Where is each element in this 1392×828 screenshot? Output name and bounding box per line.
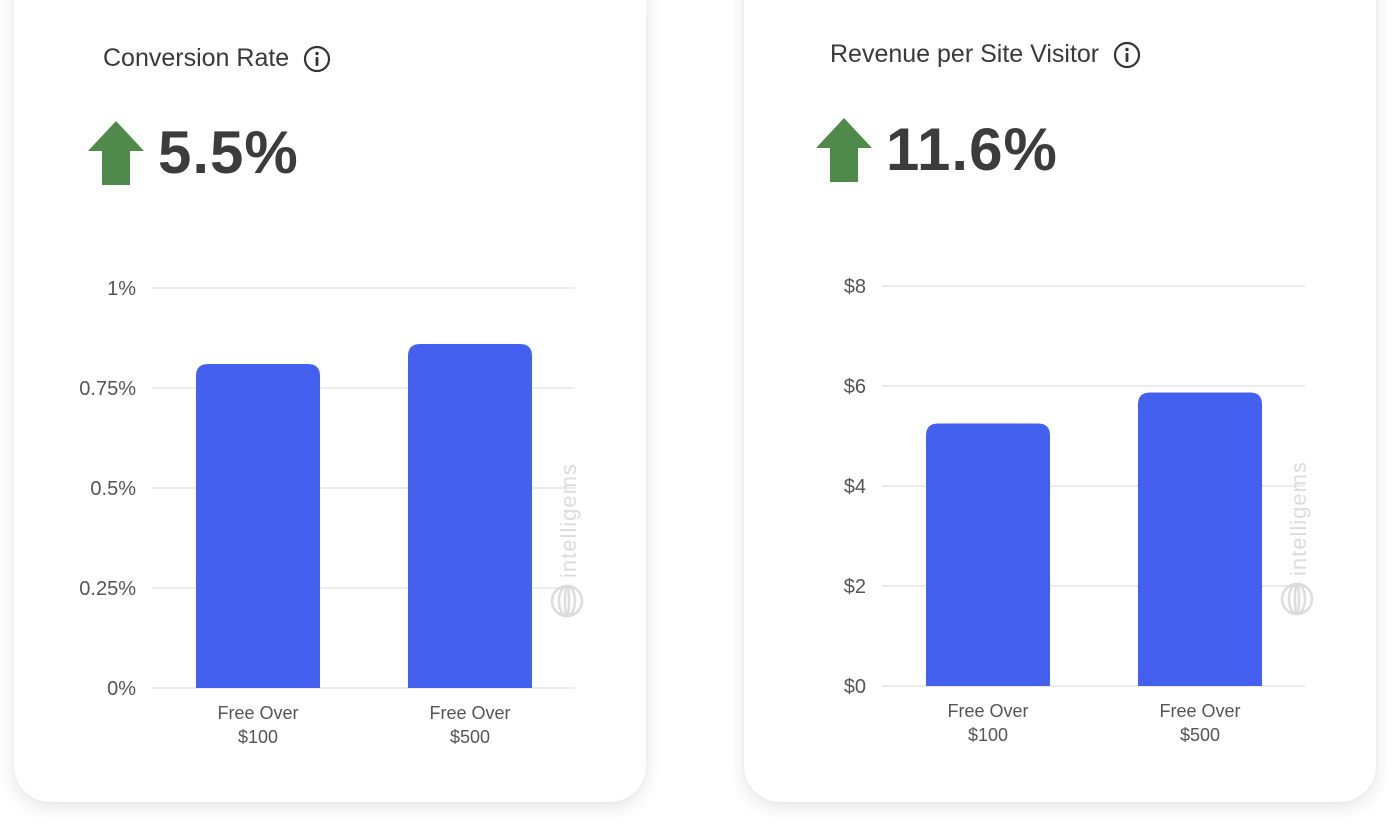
metric-change: 5.5% [88, 118, 299, 187]
watermark-text: intelligems [1286, 461, 1311, 576]
watermark-logo-icon [1280, 582, 1314, 616]
y-tick-label: 0.25% [79, 578, 136, 600]
y-tick-label: 0.75% [79, 378, 136, 400]
x-category-label: $500 [450, 727, 490, 747]
info-icon[interactable] [303, 45, 331, 73]
y-tick-label: 0.5% [90, 478, 136, 500]
watermark-logo-icon [550, 584, 584, 618]
x-category-label: Free Over [1159, 701, 1240, 721]
y-tick-label: 1% [107, 278, 136, 300]
x-category-label: Free Over [217, 703, 298, 723]
y-tick-label: $8 [844, 276, 866, 298]
x-category-label: Free Over [947, 701, 1028, 721]
watermark-text: intelligems [556, 463, 581, 578]
metric-title-text: Revenue per Site Visitor [830, 40, 1100, 68]
bar[interactable] [196, 364, 320, 688]
info-icon[interactable] [1113, 41, 1141, 69]
x-category-label: $100 [968, 725, 1008, 745]
bar[interactable] [408, 344, 532, 688]
x-category-label: Free Over [429, 703, 510, 723]
bar[interactable] [1138, 392, 1262, 687]
change-value: 5.5% [158, 119, 299, 186]
metric-change: 11.6% [816, 115, 1058, 184]
up-arrow-icon [88, 120, 144, 185]
conversion-rate-chart: 0% 0.25% 0.5% 0.75% 1% intelligems Free Over $1… [79, 278, 584, 747]
y-tick-label: $2 [844, 576, 866, 598]
metric-title: Conversion Rate [103, 44, 331, 73]
watermark: intelligems [1280, 461, 1314, 616]
change-value: 11.6% [886, 116, 1058, 183]
y-tick-label: $4 [844, 476, 866, 498]
y-tick-label: $0 [844, 676, 866, 698]
metric-title-text: Conversion Rate [103, 44, 290, 72]
up-arrow-icon [816, 117, 872, 182]
y-tick-label: 0% [107, 678, 136, 700]
y-tick-label: $6 [844, 376, 866, 398]
x-category-label: $500 [1180, 725, 1220, 745]
bar[interactable] [926, 423, 1050, 687]
revenue-per-visitor-chart: $0 $2 $4 $6 $8 intelligems Free Over $100 Free O… [844, 276, 1314, 745]
metric-title: Revenue per Site Visitor [830, 40, 1141, 69]
x-category-label: $100 [238, 727, 278, 747]
watermark: intelligems [550, 463, 584, 618]
